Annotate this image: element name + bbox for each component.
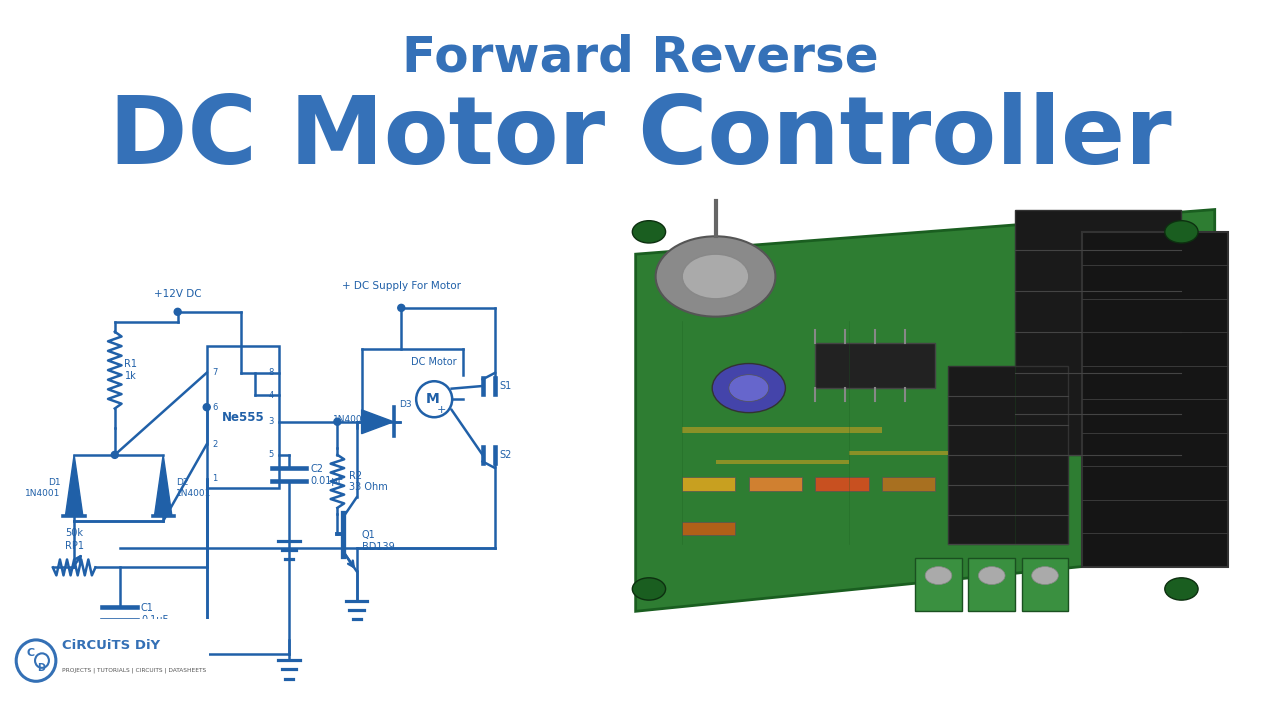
FancyBboxPatch shape <box>6 615 212 706</box>
Circle shape <box>632 577 666 600</box>
Bar <box>1021 558 1069 611</box>
Text: Ne555: Ne555 <box>221 410 265 423</box>
Polygon shape <box>361 410 393 433</box>
Text: D: D <box>37 663 45 673</box>
Circle shape <box>35 653 49 668</box>
Text: D1
1N4001: D1 1N4001 <box>26 478 60 498</box>
Circle shape <box>111 451 118 459</box>
Text: D3: D3 <box>399 400 412 409</box>
Text: 1N4001: 1N4001 <box>333 415 367 423</box>
Text: DC Motor Controller: DC Motor Controller <box>109 92 1171 184</box>
Bar <box>749 477 803 491</box>
Text: C1
0.1uF: C1 0.1uF <box>141 603 168 624</box>
Text: C: C <box>26 648 35 658</box>
Bar <box>682 522 736 536</box>
Circle shape <box>682 254 749 299</box>
Text: +: + <box>438 405 447 415</box>
Text: +12V DC: +12V DC <box>154 289 201 299</box>
Bar <box>969 558 1015 611</box>
Text: 5: 5 <box>269 451 274 459</box>
Text: + DC Supply For Motor: + DC Supply For Motor <box>342 281 461 291</box>
Text: DC Motor: DC Motor <box>411 357 457 367</box>
Text: 3: 3 <box>268 418 274 426</box>
Text: M: M <box>425 392 439 406</box>
Text: 6: 6 <box>212 402 218 412</box>
Circle shape <box>632 220 666 243</box>
Circle shape <box>398 305 404 311</box>
Circle shape <box>416 382 452 418</box>
Bar <box>815 477 869 491</box>
Bar <box>682 428 882 433</box>
Circle shape <box>174 308 182 315</box>
Text: Forward Reverse: Forward Reverse <box>402 34 878 82</box>
Text: S1: S1 <box>499 381 511 391</box>
Polygon shape <box>65 455 83 516</box>
Polygon shape <box>155 455 172 516</box>
Bar <box>682 477 736 491</box>
Text: PROJECTS | TUTORIALS | CIRCUITS | DATASHEETS: PROJECTS | TUTORIALS | CIRCUITS | DATASH… <box>61 667 206 672</box>
Text: C2
0.01μF: C2 0.01μF <box>310 464 343 485</box>
Bar <box>716 459 849 464</box>
Text: R2
33 Ohm: R2 33 Ohm <box>349 471 388 492</box>
Circle shape <box>655 236 776 317</box>
Bar <box>849 451 948 455</box>
Text: CiRCUiTS DiY: CiRCUiTS DiY <box>61 639 160 652</box>
Text: 50k: 50k <box>65 528 83 538</box>
Bar <box>1082 232 1228 567</box>
Bar <box>207 346 279 488</box>
Circle shape <box>925 567 952 585</box>
Bar <box>948 366 1069 544</box>
Text: 8: 8 <box>268 368 274 377</box>
Bar <box>1015 210 1181 455</box>
Polygon shape <box>636 210 1215 611</box>
Text: RP1: RP1 <box>64 541 83 552</box>
Text: Q1
BD139: Q1 BD139 <box>361 530 394 552</box>
Text: 7: 7 <box>212 368 218 377</box>
Bar <box>915 558 961 611</box>
Circle shape <box>17 640 56 681</box>
Bar <box>882 477 936 491</box>
Circle shape <box>334 418 340 426</box>
Circle shape <box>1165 220 1198 243</box>
Text: 4: 4 <box>269 391 274 400</box>
Circle shape <box>712 364 786 413</box>
Text: S2: S2 <box>499 450 512 460</box>
Circle shape <box>1165 577 1198 600</box>
Text: R1
1k: R1 1k <box>124 359 137 381</box>
Text: D2
1N4001: D2 1N4001 <box>175 478 211 498</box>
Text: 1: 1 <box>212 474 218 483</box>
Text: 2: 2 <box>212 440 218 449</box>
Bar <box>815 343 936 388</box>
Circle shape <box>1032 567 1059 585</box>
Circle shape <box>204 404 210 410</box>
Circle shape <box>978 567 1005 585</box>
Circle shape <box>728 374 769 402</box>
